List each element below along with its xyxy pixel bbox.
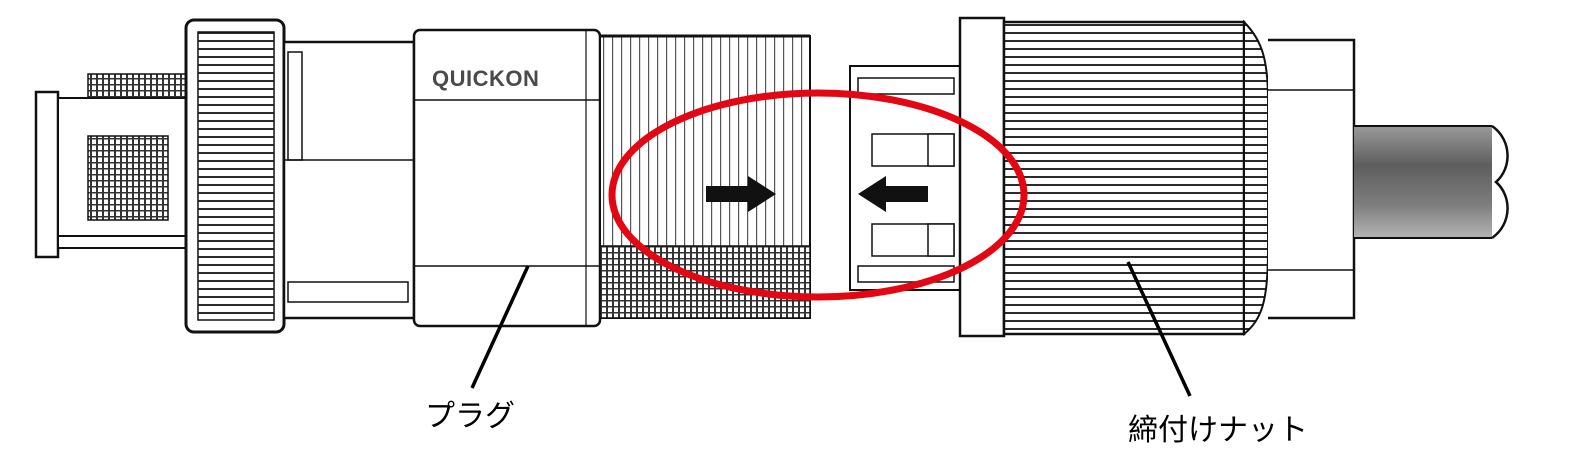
arrow-right-icon bbox=[706, 176, 776, 212]
cable bbox=[1354, 124, 1509, 240]
plug-label: プラグ bbox=[425, 399, 515, 434]
nut-leader-line bbox=[1126, 261, 1192, 397]
connector-tip bbox=[34, 73, 189, 259]
contact-insert bbox=[849, 65, 961, 291]
threaded-sleeve bbox=[599, 34, 811, 319]
brand-text: QUICKON bbox=[432, 66, 539, 91]
plug-leader-line bbox=[470, 265, 530, 389]
arrow-left-icon bbox=[858, 176, 928, 212]
tightening-nut bbox=[958, 16, 1356, 338]
tightening-nut-label: 締付けナット bbox=[1128, 413, 1308, 448]
coupling-ring bbox=[184, 18, 286, 334]
highlight-ring bbox=[608, 89, 1028, 301]
plug-body: QUICKON bbox=[282, 28, 602, 328]
